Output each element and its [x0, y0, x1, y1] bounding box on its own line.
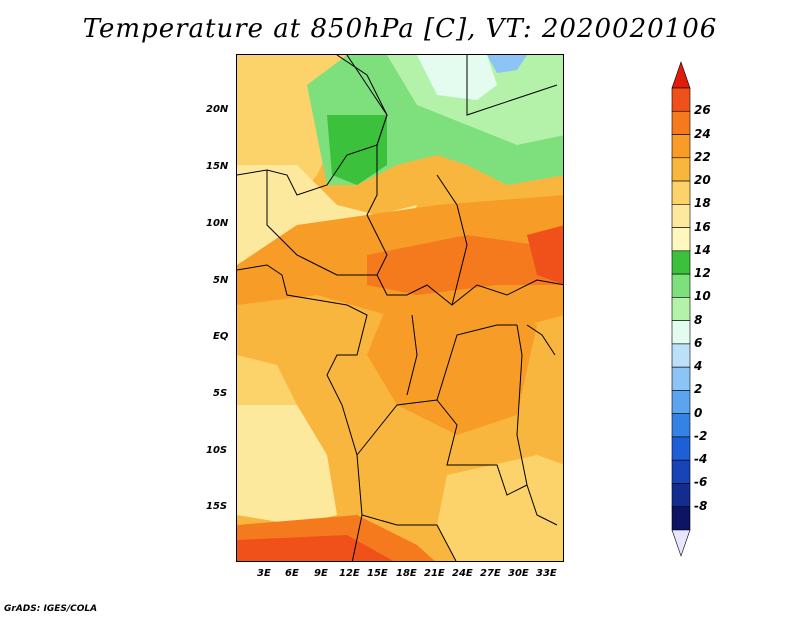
colorbar-tick-label: 22: [694, 149, 711, 164]
colorbar-tick-label: 2: [694, 382, 703, 397]
lat-label-10s: 10S: [206, 445, 228, 456]
colorbar-segment: [671, 227, 691, 252]
colorbar-tick-label: 16: [694, 219, 711, 234]
colorbar-segment: [671, 250, 691, 275]
colorbar-tick-label: 0: [694, 405, 703, 420]
lat-label-eq: EQ: [213, 331, 229, 342]
lat-label-15n: 15N: [206, 161, 229, 172]
lon-label-18e: 18E: [396, 568, 417, 579]
colorbar-segment: [671, 366, 691, 391]
colorbar-segment: [671, 483, 691, 508]
colorbar-segment: [671, 297, 691, 321]
footer-credit: GrADS: IGES/COLA: [4, 604, 98, 614]
colorbar-top-arrow: [671, 61, 691, 89]
temperature-map: [236, 54, 564, 562]
colorbar-tick-label: -2: [694, 428, 708, 443]
colorbar-segment: [671, 436, 691, 461]
chart-title: Temperature at 850hPa [C], VT: 202002010…: [82, 14, 718, 44]
lon-label-21e: 21E: [424, 568, 445, 579]
colorbar-segment: [671, 87, 691, 112]
lon-label-15e: 15E: [367, 568, 388, 579]
lat-label-20n: 20N: [206, 104, 229, 115]
lon-label-6e: 6E: [285, 568, 299, 579]
colorbar-tick-label: 18: [694, 196, 711, 211]
country-borders: [237, 55, 563, 561]
lon-label-12e: 12E: [339, 568, 360, 579]
field-southwest-light: [237, 405, 337, 525]
colorbar-segment: [671, 273, 691, 298]
colorbar-tick-label: -8: [694, 498, 708, 513]
field-southeast-light: [437, 455, 563, 561]
colorbar-segment: [671, 110, 691, 135]
colorbar-segment: [671, 157, 691, 182]
colorbar-segment: [671, 320, 691, 345]
colorbar-tick-label: -4: [694, 452, 708, 467]
lat-label-15s: 15S: [206, 501, 228, 512]
map-canvas: [237, 55, 563, 561]
field-south-hot: [237, 535, 394, 561]
lat-label-5n: 5N: [213, 275, 229, 286]
colorbar-segment: [671, 506, 691, 531]
colorbar-tick-label: -6: [694, 475, 708, 490]
colorbar-tick-label: 26: [694, 103, 711, 118]
field-north-darkgreen: [327, 115, 387, 185]
field-basin: [367, 295, 537, 435]
colorbar-tick-label: 20: [694, 173, 711, 188]
lon-label-30e: 30E: [508, 568, 529, 579]
colorbar-segment: [671, 204, 691, 228]
colorbar-segment: [671, 390, 691, 414]
lon-label-27e: 27E: [480, 568, 501, 579]
lon-label-3e: 3E: [257, 568, 271, 579]
colorbar-tick-label: 24: [694, 126, 711, 141]
field-north-cyan: [417, 55, 497, 100]
field-central-warm: [367, 226, 563, 295]
colorbar-segment: [671, 413, 691, 438]
colorbar: [671, 61, 691, 557]
colorbar-tick-label: 6: [694, 335, 703, 350]
field-north-blue: [487, 55, 527, 73]
colorbar-tick-label: 10: [694, 289, 711, 304]
field-east-hot: [527, 225, 563, 285]
colorbar-tick-label: 12: [694, 266, 711, 281]
colorbar-tick-label: 4: [694, 359, 703, 374]
colorbar-tick-label: 14: [694, 242, 711, 257]
colorbar-segment: [671, 180, 691, 205]
colorbar-segment: [671, 343, 691, 368]
colorbar-segment: [671, 459, 691, 484]
colorbar-tick-label: 8: [694, 312, 703, 327]
field-west-coast: [237, 355, 297, 405]
lat-label-10n: 10N: [206, 218, 229, 229]
lat-label-5s: 5S: [213, 388, 228, 399]
lon-label-33e: 33E: [536, 568, 557, 579]
colorbar-segment: [671, 134, 691, 159]
colorbar-bottom-arrow: [671, 529, 691, 557]
lon-label-24e: 24E: [452, 568, 473, 579]
lon-label-9e: 9E: [314, 568, 328, 579]
